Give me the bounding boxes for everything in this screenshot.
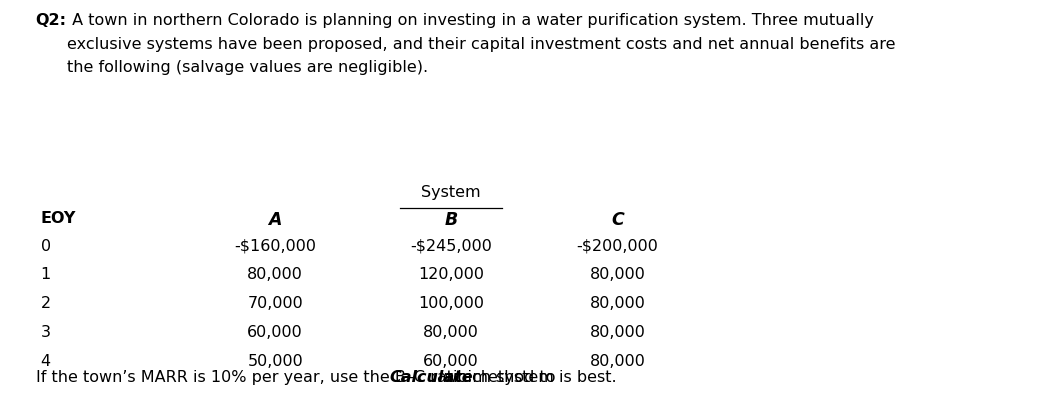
Text: 80,000: 80,000 xyxy=(248,267,303,282)
Text: 4: 4 xyxy=(41,354,50,369)
Text: 100,000: 100,000 xyxy=(418,296,484,311)
Text: 120,000: 120,000 xyxy=(418,267,484,282)
Text: C: C xyxy=(611,211,624,229)
Text: 80,000: 80,000 xyxy=(423,325,479,340)
Text: Calculate: Calculate xyxy=(390,370,472,385)
Text: EOY: EOY xyxy=(41,211,76,226)
Text: 60,000: 60,000 xyxy=(423,354,479,369)
Text: 80,000: 80,000 xyxy=(589,354,646,369)
Text: -$245,000: -$245,000 xyxy=(411,238,492,254)
Text: If the town’s MARR is 10% per year, use the B–C ratio method to: If the town’s MARR is 10% per year, use … xyxy=(36,370,561,385)
Text: 50,000: 50,000 xyxy=(248,354,303,369)
Text: 2: 2 xyxy=(41,296,50,311)
Text: 80,000: 80,000 xyxy=(589,267,646,282)
Text: 1: 1 xyxy=(41,267,50,282)
Text: 3: 3 xyxy=(41,325,50,340)
Text: A: A xyxy=(269,211,282,229)
Text: 0: 0 xyxy=(41,238,50,254)
Text: which system is best.: which system is best. xyxy=(439,370,616,385)
Text: A town in northern Colorado is planning on investing in a water purification sys: A town in northern Colorado is planning … xyxy=(67,13,896,75)
Text: 70,000: 70,000 xyxy=(248,296,303,311)
Text: 80,000: 80,000 xyxy=(589,325,646,340)
Text: Q2:: Q2: xyxy=(36,13,66,28)
Text: 80,000: 80,000 xyxy=(589,296,646,311)
Text: System: System xyxy=(421,185,481,200)
Text: -$160,000: -$160,000 xyxy=(234,238,316,254)
Text: 60,000: 60,000 xyxy=(248,325,303,340)
Text: B: B xyxy=(444,211,458,229)
Text: -$200,000: -$200,000 xyxy=(576,238,658,254)
